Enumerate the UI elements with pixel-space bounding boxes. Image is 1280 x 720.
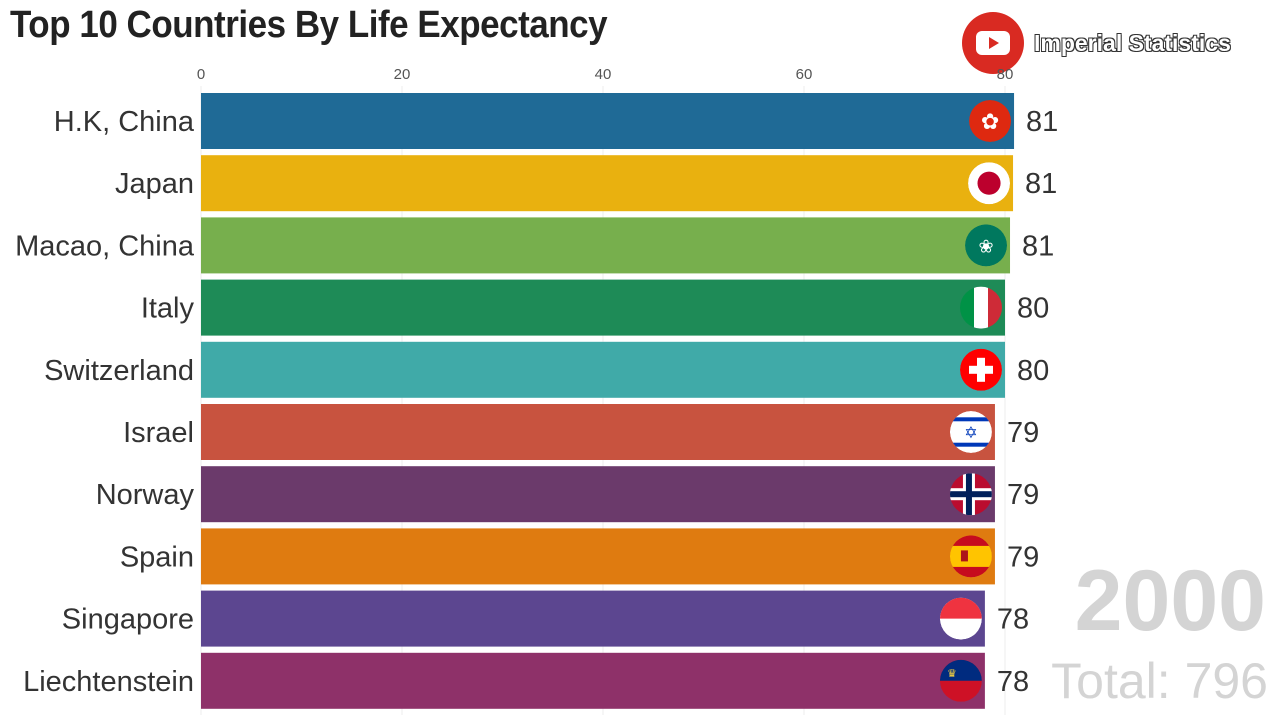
singapore-flag-icon — [939, 597, 982, 640]
bar-spain — [201, 528, 995, 585]
cross — [969, 365, 993, 374]
value-label: 79 — [1007, 479, 1039, 511]
value-label: 78 — [997, 666, 1029, 698]
x-tick-label: 0 — [197, 66, 205, 83]
category-label: Israel — [123, 417, 194, 449]
x-tick-label: 20 — [394, 66, 411, 83]
stripe — [974, 286, 988, 329]
bauhinia: ✿ — [981, 109, 999, 134]
bar-liechtenstein — [201, 652, 985, 709]
category-label: Liechtenstein — [23, 666, 194, 698]
youtube-icon — [962, 12, 1024, 74]
bar-switzerland — [201, 341, 1005, 398]
star: ✡ — [964, 425, 977, 442]
japan-flag-icon — [968, 162, 1011, 205]
sun — [977, 171, 1001, 195]
crown: ♛ — [947, 668, 957, 680]
spain-flag-icon — [949, 535, 992, 578]
category-label: Italy — [141, 293, 195, 325]
category-label: Switzerland — [44, 355, 194, 387]
x-tick-label: 40 — [595, 66, 612, 83]
liechtenstein-flag-icon: ♛ — [939, 659, 982, 702]
stripe — [988, 286, 1002, 329]
italy-flag-icon — [960, 286, 1002, 329]
category-label: Singapore — [62, 604, 194, 636]
blue-half — [939, 659, 982, 681]
channel-logo: Imperial Statistics — [962, 12, 1231, 74]
stripe — [949, 417, 992, 422]
flag-bg — [969, 100, 1012, 142]
bar-macao-china — [201, 217, 1011, 274]
year-label: 2000 — [1074, 553, 1266, 649]
bar-israel — [201, 404, 995, 460]
stripe — [949, 545, 992, 567]
bar-norway — [201, 466, 995, 523]
cross — [949, 491, 992, 498]
total-label: Total: 796 — [1051, 653, 1268, 709]
bar-singapore — [201, 590, 985, 647]
x-tick-label: 60 — [796, 66, 813, 83]
stripe — [960, 286, 974, 329]
norway-flag-icon — [949, 473, 992, 516]
value-label: 79 — [1007, 417, 1039, 449]
bar-h-k-china — [201, 93, 1015, 149]
chart-title: Top 10 Countries By Life Expectancy — [10, 4, 608, 46]
israel-flag-icon: ✡ — [949, 411, 992, 453]
flag-bg — [965, 224, 1008, 267]
channel-name: Imperial Statistics — [1033, 29, 1231, 56]
value-label: 80 — [1017, 355, 1049, 387]
category-label: Japan — [115, 168, 194, 200]
category-label: Norway — [96, 479, 195, 511]
bar-japan — [201, 155, 1014, 212]
macao-flag-icon: ❀ — [965, 224, 1008, 267]
flag-bg — [949, 411, 992, 453]
coat — [960, 550, 968, 562]
switzerland-flag-icon — [960, 348, 1002, 391]
value-label: 81 — [1022, 230, 1054, 262]
category-label: Spain — [120, 541, 194, 573]
red-half — [939, 597, 982, 619]
value-label: 79 — [1007, 541, 1039, 573]
category-label: Macao, China — [15, 230, 195, 262]
value-label: 80 — [1017, 293, 1049, 325]
value-label: 81 — [1025, 168, 1057, 200]
value-label: 81 — [1026, 106, 1058, 138]
value-label: 78 — [997, 604, 1029, 636]
stripe — [949, 442, 992, 447]
bar-italy — [201, 279, 1005, 336]
lotus: ❀ — [978, 236, 993, 256]
hong-kong-flag-icon: ✿ — [969, 100, 1012, 142]
x-tick-label: 80 — [997, 66, 1014, 83]
category-label: H.K, China — [54, 106, 195, 138]
